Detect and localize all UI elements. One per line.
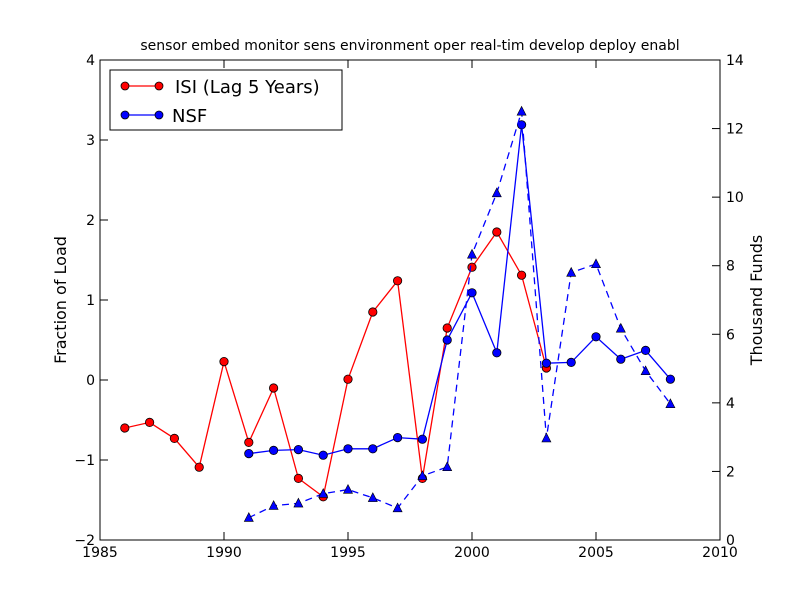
data-point-nsf [665,374,676,384]
data-point-nsf-funds [293,497,304,508]
data-point-nsf [591,332,601,342]
series-line-isi-lag-5-years [124,230,548,498]
x-tick-label: 1990 [206,545,242,561]
data-point-isi-lag-5-years [467,262,477,272]
data-point-nsf [616,354,626,364]
data-point-isi-lag-5-years [392,276,403,286]
data-point-nsf [392,432,403,443]
data-point-nsf [417,434,427,444]
data-point-isi-lag-5-years [219,356,229,367]
data-point-nsf [293,444,303,455]
data-point-nsf-funds [268,500,279,510]
x-tick-label: 1995 [330,545,366,561]
data-point-isi-lag-5-years [343,374,353,384]
data-point-isi-lag-5-years [442,323,452,333]
y-tick-label-right: 2 [726,464,735,480]
y-tick-label-right: 14 [726,53,744,69]
data-point-nsf-funds [367,492,378,502]
data-point-nsf-funds [491,187,502,198]
y-tick-label-right: 0 [726,533,735,549]
data-point-isi-lag-5-years [120,423,130,433]
y-tick-label-right: 12 [726,122,744,138]
data-point-nsf-funds [640,365,651,376]
data-point-nsf [442,335,452,345]
data-point-isi-lag-5-years [145,417,155,427]
y-tick-label-left: 0 [86,373,95,389]
data-point-nsf-funds [665,398,676,408]
y-tick-label-right: 6 [726,327,735,343]
y-axis-label-left: Fraction of Load [51,236,70,364]
legend-label-isi: ISI (Lag 5 Years) [175,77,320,98]
data-point-isi-lag-5-years [368,307,378,317]
data-point-nsf [492,348,502,358]
x-tick-label: 2010 [702,545,738,561]
data-point-nsf-funds [343,483,353,494]
data-point-nsf-funds [243,512,254,522]
legend-marker-nsf [154,110,164,120]
data-point-isi-lag-5-years [516,270,527,280]
legend-label-nsf: NSF [172,106,207,127]
data-point-nsf-funds [516,105,527,116]
legend-box [109,69,343,131]
y-tick-label-right: 10 [726,190,744,206]
y-tick-label-right: 4 [726,396,735,412]
y-tick-label-left: 1 [86,293,95,309]
data-point-nsf [318,450,328,460]
x-tick-label: 1985 [82,545,118,561]
legend-marker-isi [120,81,130,91]
data-point-nsf-funds [541,432,552,443]
ticks-layer: 1985 1990 1995 2000 2005 2010−2−1012340246810… [74,53,744,561]
chart-title: sensor embed monitor sens environment op… [140,38,679,54]
series-layer [120,105,676,522]
y-axis-label-right: Thousand Funds [747,235,766,366]
legend-marker-nsf [120,110,130,120]
legend: ISI (Lag 5 Years) NSF [109,69,343,131]
legend-marker-isi [154,81,164,91]
data-point-nsf-funds [566,266,577,277]
data-point-nsf [268,445,279,455]
data-point-isi-lag-5-years [268,383,279,393]
data-point-nsf-funds [442,461,453,472]
data-point-nsf-funds [615,322,626,333]
data-point-nsf-funds [467,248,477,259]
data-point-nsf [516,120,527,130]
data-point-nsf-funds [417,470,428,480]
x-tick-label: 2005 [578,545,614,561]
data-point-isi-lag-5-years [169,433,179,443]
data-point-isi-lag-5-years [293,473,303,483]
series-nsf [244,120,676,460]
series-nsf-funds [243,105,676,522]
data-point-isi-lag-5-years [194,462,204,472]
y-tick-label-left: 4 [86,53,95,69]
data-point-nsf-funds [591,258,601,269]
data-point-nsf-funds [392,502,403,513]
data-point-nsf [541,358,552,368]
data-point-nsf-funds [318,488,329,498]
data-point-isi-lag-5-years [244,437,254,447]
plot-area [100,60,720,540]
data-point-nsf [368,444,378,454]
y-tick-label-left: −2 [74,533,95,549]
y-tick-label-left: 3 [86,133,95,149]
y-tick-label-left: −1 [74,453,95,469]
data-point-isi-lag-5-years [492,227,502,237]
series-line-nsf-funds [248,111,671,519]
data-point-nsf [640,345,651,355]
y-tick-label-right: 8 [726,259,735,275]
data-point-nsf [566,357,576,367]
data-point-nsf [467,288,477,298]
data-point-nsf [244,448,254,459]
y-tick-label-left: 2 [86,213,95,229]
data-point-nsf [343,444,353,454]
x-tick-label: 2000 [454,545,490,561]
